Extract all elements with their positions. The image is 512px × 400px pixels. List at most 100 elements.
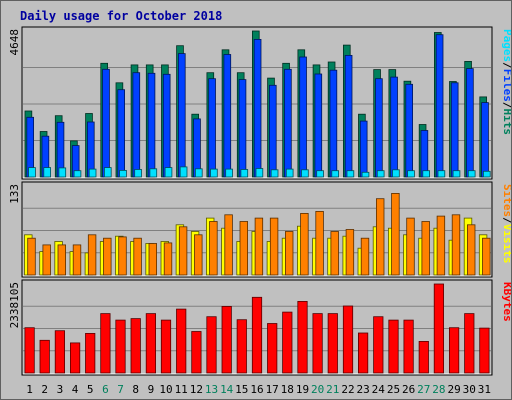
legend-separator: / xyxy=(501,217,511,224)
bar-files-day-14 xyxy=(223,54,232,178)
bar-files-day-26 xyxy=(405,83,413,178)
series-sites xyxy=(27,192,491,276)
bar-sites-day-31 xyxy=(482,237,491,276)
bar-pages-day-11 xyxy=(179,166,188,178)
bar-pages-day-21 xyxy=(331,170,339,178)
bar-kbytes-day-6 xyxy=(100,313,111,374)
x-tick-day-23: 23 xyxy=(356,383,369,396)
bar-files-day-24 xyxy=(375,78,383,178)
legend-kbytes: KBytes xyxy=(501,282,511,322)
bar-pages-day-19 xyxy=(301,169,309,178)
x-tick-day-7: 7 xyxy=(117,383,124,396)
bar-kbytes-day-27 xyxy=(418,340,429,374)
bar-files-day-22 xyxy=(344,55,353,178)
bar-pages-day-9 xyxy=(149,168,158,178)
bar-pages-day-8 xyxy=(134,169,142,178)
series-kbytes xyxy=(24,283,490,374)
bar-pages-day-16 xyxy=(255,168,264,178)
x-tick-day-13: 13 xyxy=(205,383,218,396)
bar-files-day-7 xyxy=(117,89,126,178)
bar-pages-day-4 xyxy=(73,170,82,178)
bar-pages-day-14 xyxy=(225,168,233,178)
bar-files-day-8 xyxy=(132,72,141,178)
x-tick-day-6: 6 xyxy=(102,383,109,396)
legend-separator: / xyxy=(501,102,511,109)
bar-sites-day-19 xyxy=(300,212,309,276)
bar-pages-day-25 xyxy=(392,169,400,178)
x-tick-day-22: 22 xyxy=(341,383,354,396)
bar-files-day-27 xyxy=(420,130,429,178)
y-max-label-kbytes: 2338105 xyxy=(8,282,21,328)
x-tick-day-11: 11 xyxy=(175,383,188,396)
bar-files-day-21 xyxy=(329,69,338,178)
legend-sites: Sites xyxy=(501,184,511,217)
x-tick-day-26: 26 xyxy=(402,383,415,396)
bar-files-day-25 xyxy=(390,76,398,178)
bar-files-day-28 xyxy=(435,34,444,178)
x-tick-day-2: 2 xyxy=(41,383,48,396)
bar-kbytes-day-26 xyxy=(403,319,414,374)
bar-pages-day-2 xyxy=(43,167,51,178)
x-tick-day-12: 12 xyxy=(190,383,203,396)
bar-pages-day-15 xyxy=(240,169,249,178)
bar-sites-day-3 xyxy=(57,244,66,276)
bar-sites-day-8 xyxy=(133,237,142,276)
bar-sites-day-4 xyxy=(72,244,82,276)
x-tick-day-15: 15 xyxy=(235,383,248,396)
bar-pages-day-23 xyxy=(361,171,370,178)
bar-sites-day-30 xyxy=(466,224,476,276)
bar-pages-day-26 xyxy=(407,170,415,178)
x-tick-day-24: 24 xyxy=(372,383,386,396)
bar-kbytes-day-3 xyxy=(54,330,66,374)
bar-pages-day-29 xyxy=(452,170,461,178)
legend-pages: Pages xyxy=(501,29,511,62)
x-tick-day-29: 29 xyxy=(447,383,460,396)
x-tick-labels: 1 2 3 4 5 6 7 8 9 10 11 12 13 14 15 16 17 18 19 20 21 22 23 24 2… xyxy=(26,383,491,396)
y-max-label-hits-files-pages: 4648 xyxy=(8,29,21,56)
bar-kbytes-day-28 xyxy=(433,283,445,374)
panel-visits-sites: 133 Sites/Visits xyxy=(8,181,511,278)
bar-sites-day-6 xyxy=(103,237,112,276)
bar-sites-day-12 xyxy=(194,234,203,276)
bar-sites-day-17 xyxy=(269,217,279,276)
legend-kbytes: KBytes xyxy=(501,282,511,322)
bar-sites-day-1 xyxy=(27,237,36,276)
bar-files-day-13 xyxy=(208,78,216,178)
bar-sites-day-10 xyxy=(163,242,173,276)
bar-kbytes-day-24 xyxy=(373,316,384,374)
bar-files-day-30 xyxy=(466,68,474,178)
x-tick-day-20: 20 xyxy=(311,383,324,396)
x-tick-day-27: 27 xyxy=(417,383,430,396)
bar-pages-day-1 xyxy=(28,167,36,178)
bar-pages-day-3 xyxy=(58,167,67,178)
bar-kbytes-day-9 xyxy=(145,313,156,374)
bar-sites-day-2 xyxy=(42,244,51,276)
x-tick-day-14: 14 xyxy=(220,383,234,396)
series-files xyxy=(26,34,489,178)
bar-kbytes-day-11 xyxy=(176,308,187,374)
bar-pages-day-20 xyxy=(316,170,324,178)
x-tick-day-9: 9 xyxy=(148,383,155,396)
bar-pages-day-5 xyxy=(88,168,97,178)
bar-kbytes-day-10 xyxy=(160,319,172,374)
bar-files-day-6 xyxy=(102,68,110,178)
bar-files-day-23 xyxy=(359,120,368,178)
bar-kbytes-day-17 xyxy=(267,323,278,374)
bar-sites-day-13 xyxy=(209,221,218,276)
legend-hits: Hits xyxy=(501,109,511,136)
bar-files-day-10 xyxy=(162,73,171,178)
x-tick-day-1: 1 xyxy=(26,383,33,396)
bar-kbytes-day-30 xyxy=(464,313,475,374)
bar-files-day-9 xyxy=(147,72,156,178)
bar-kbytes-day-7 xyxy=(115,319,126,374)
bar-files-day-16 xyxy=(253,39,262,178)
bar-pages-day-24 xyxy=(376,170,385,178)
bar-pages-day-12 xyxy=(194,168,203,178)
x-tick-day-16: 16 xyxy=(250,383,263,396)
chart-title: Daily usage for October 2018 xyxy=(20,9,222,23)
bar-sites-day-14 xyxy=(224,214,233,276)
bar-kbytes-day-20 xyxy=(312,313,323,374)
bar-kbytes-day-22 xyxy=(342,305,354,374)
legend-files: Files xyxy=(501,69,511,102)
